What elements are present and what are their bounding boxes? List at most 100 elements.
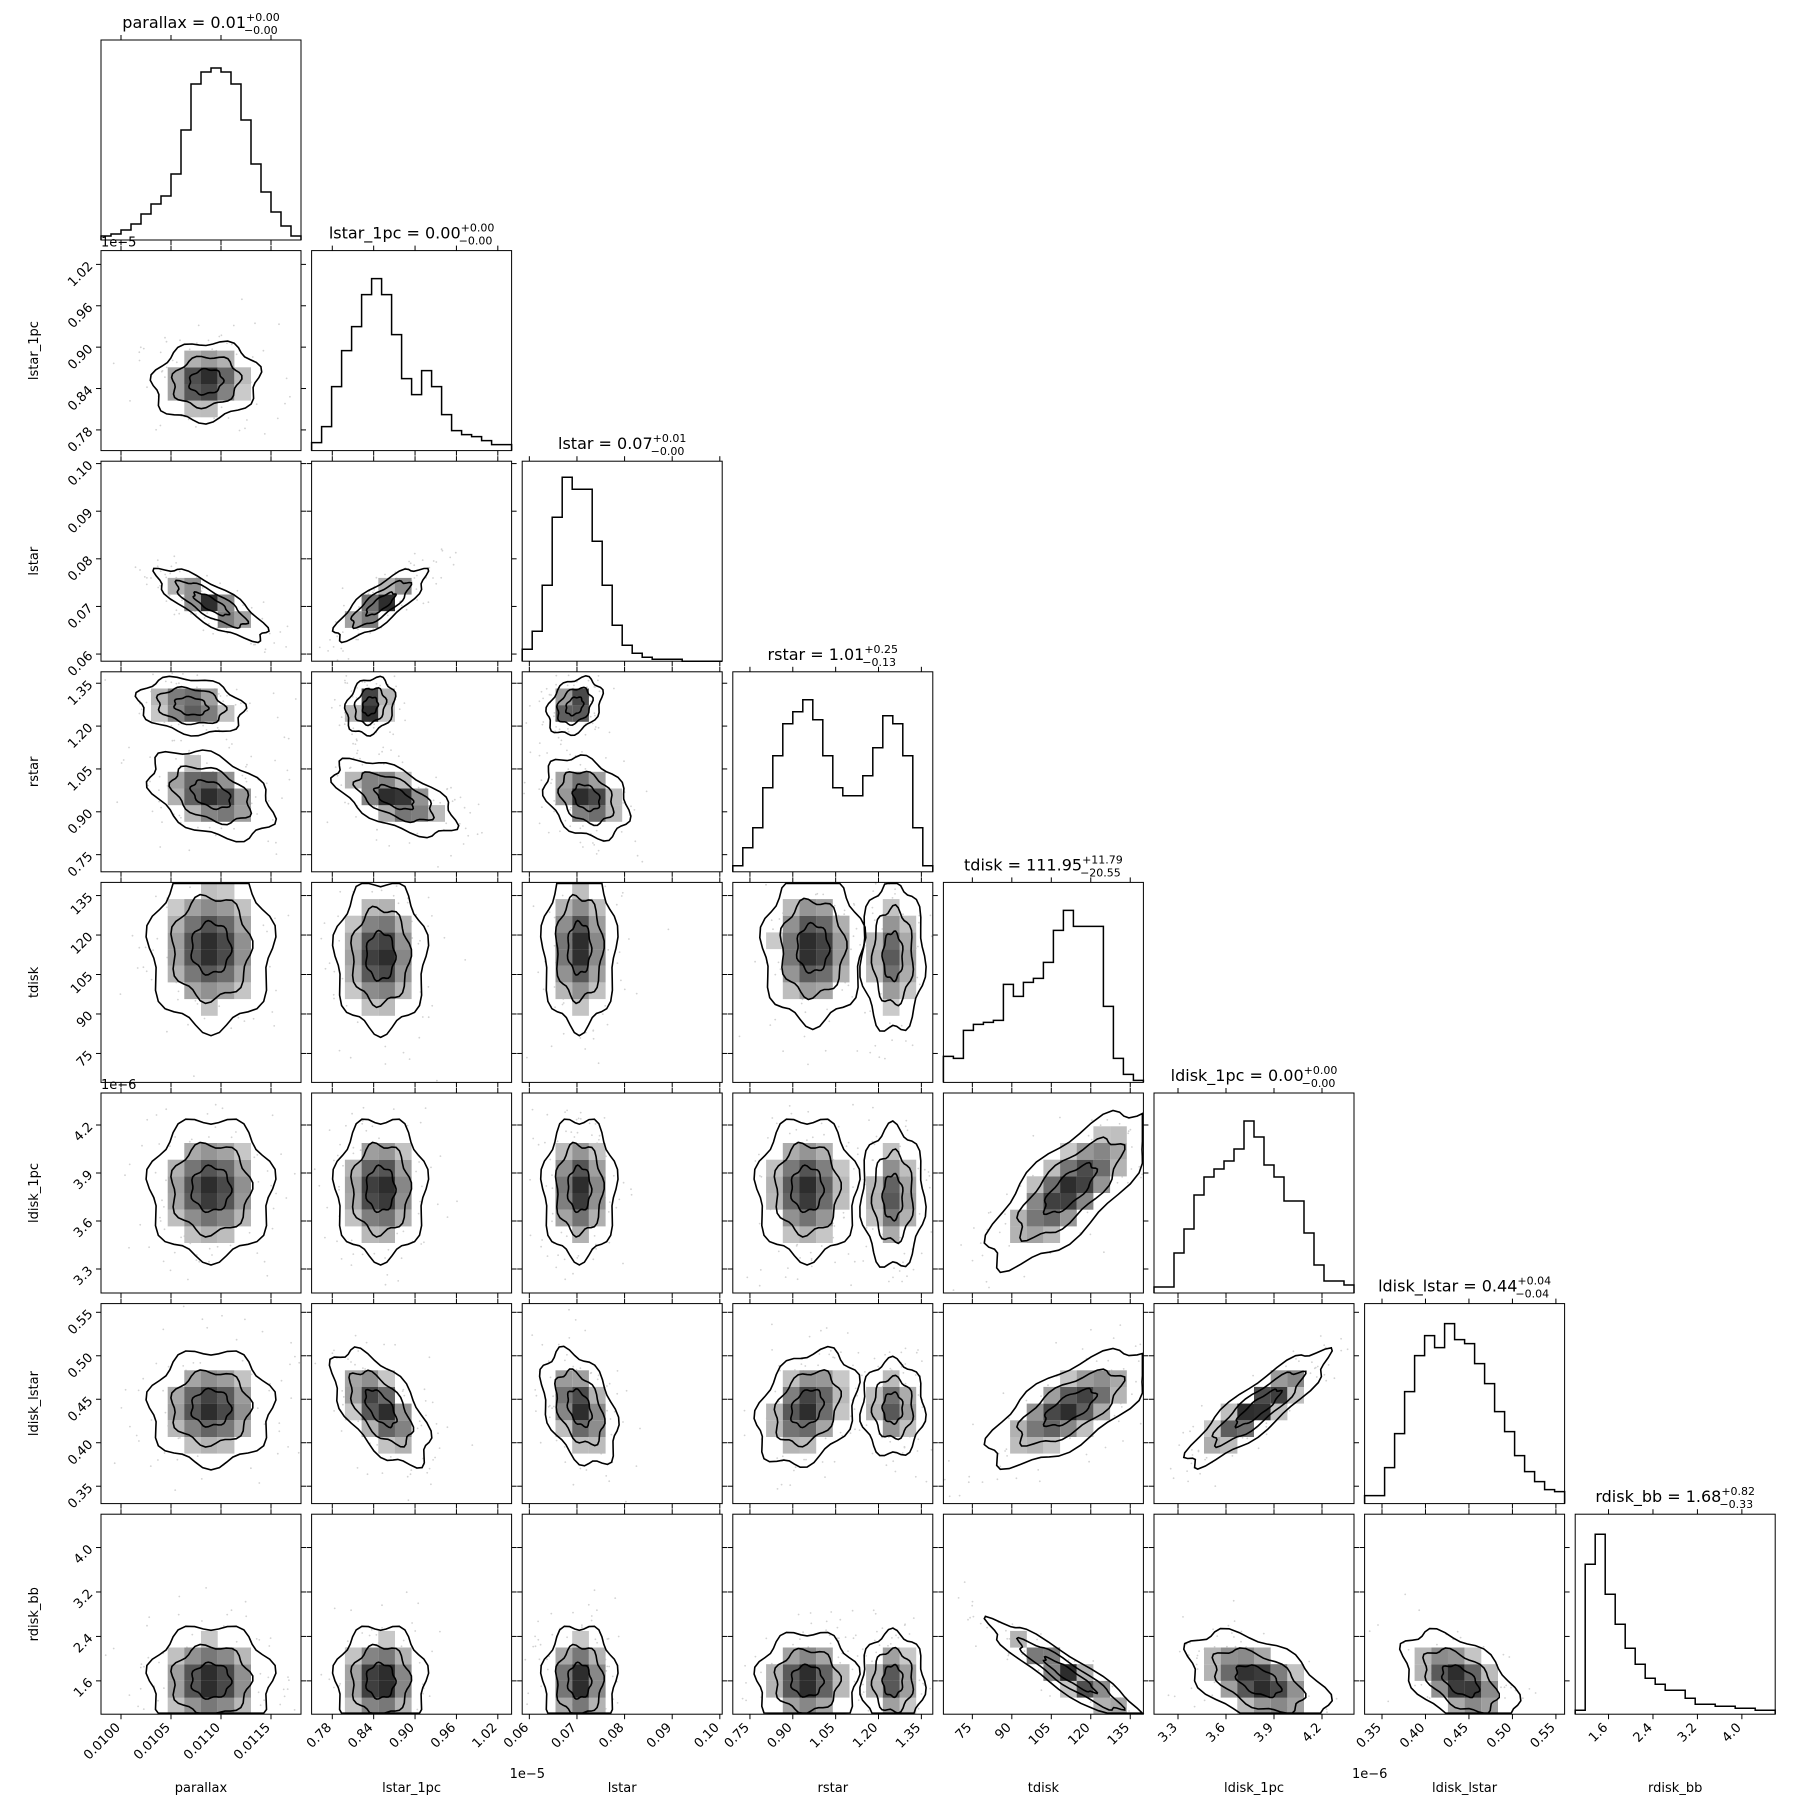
density-cell — [1110, 1126, 1127, 1143]
sample-point — [591, 1134, 593, 1136]
sample-point — [621, 891, 624, 894]
density-cell — [799, 1209, 817, 1227]
density-cell — [882, 1176, 900, 1193]
density-cell — [1414, 1664, 1432, 1681]
sample-point — [1111, 1685, 1114, 1688]
sample-point — [347, 802, 350, 805]
sample-point — [314, 1362, 317, 1365]
sample-point — [286, 769, 289, 772]
density-cell — [217, 1370, 235, 1387]
sample-point — [793, 1469, 795, 1472]
density-cell — [1110, 1143, 1127, 1160]
sample-point — [231, 743, 233, 745]
density-rstar|lstar — [541, 674, 632, 842]
density-cell — [217, 367, 235, 384]
sample-point — [269, 1637, 272, 1639]
sample-point — [597, 849, 600, 852]
sample-point — [197, 324, 200, 327]
sample-point — [449, 556, 452, 559]
sample-point — [825, 1327, 828, 1329]
sample-point — [576, 1131, 579, 1134]
sample-point — [905, 1119, 908, 1122]
sample-point — [182, 673, 184, 675]
contour-level — [566, 919, 593, 976]
sample-point — [787, 1267, 789, 1269]
panel-frame — [521, 671, 723, 873]
sample-point — [259, 1704, 262, 1707]
sample-point — [206, 612, 209, 614]
density-cell — [394, 788, 412, 806]
sample-point — [541, 806, 543, 808]
sample-point — [177, 1437, 180, 1440]
density-cell — [555, 1370, 573, 1387]
sample-point — [1340, 1337, 1342, 1340]
density-cell — [572, 1697, 589, 1715]
sample-point — [297, 1451, 300, 1454]
sample-point — [313, 1168, 316, 1171]
sample-point — [381, 1604, 383, 1607]
sample-point — [539, 1643, 542, 1646]
panel-rstar-lstar_1pc — [306, 666, 517, 877]
sample-point — [532, 1137, 535, 1140]
sample-point — [201, 587, 204, 589]
sample-point — [806, 1139, 808, 1142]
sample-point — [623, 988, 626, 991]
density-cell — [782, 965, 800, 983]
sample-point — [929, 1687, 931, 1690]
sample-point — [1257, 1447, 1260, 1450]
density-cell — [1237, 1680, 1254, 1698]
sample-point — [856, 1394, 858, 1397]
sample-point — [523, 781, 526, 784]
sample-point — [547, 1405, 550, 1408]
density-cell — [816, 1664, 833, 1681]
sample-point — [163, 1228, 166, 1231]
density-rstar|parallax — [134, 675, 278, 843]
sample-point — [244, 777, 247, 780]
contour-level — [192, 591, 231, 617]
sample-point — [569, 809, 571, 811]
title-upper-error: +0.04 — [1517, 1275, 1551, 1288]
sample-point — [280, 1379, 283, 1382]
sample-point — [1167, 1694, 1170, 1697]
sample-point — [341, 1390, 344, 1392]
density-cell — [572, 1209, 589, 1227]
sample-point — [207, 339, 210, 342]
title-main: lstar = 0.07 — [558, 434, 653, 453]
density-cell — [234, 899, 251, 916]
sample-point — [274, 917, 276, 920]
density-cell — [184, 771, 201, 789]
sample-point — [604, 885, 607, 888]
x-tick-label: 0.78 — [304, 1720, 335, 1751]
sample-point — [157, 1699, 159, 1702]
sample-point — [810, 1257, 813, 1260]
sample-point — [206, 1113, 209, 1115]
sample-point — [170, 724, 173, 727]
sample-point — [128, 746, 130, 749]
sample-point — [529, 751, 532, 754]
sample-point — [416, 1427, 419, 1430]
sample-point — [1327, 1364, 1330, 1366]
contour-level — [566, 1164, 593, 1214]
sample-point — [846, 1332, 849, 1334]
sample-point — [1522, 1697, 1524, 1700]
sample-point — [760, 1671, 762, 1674]
sample-point — [1092, 1660, 1095, 1662]
sample-point — [576, 1257, 579, 1259]
density-cell — [1220, 1403, 1238, 1421]
sample-point — [166, 906, 168, 909]
sample-point — [155, 1362, 158, 1365]
sample-point — [164, 1411, 167, 1414]
sample-point — [852, 902, 855, 905]
density-cell — [167, 788, 185, 806]
sample-point — [918, 1679, 921, 1682]
density-cell — [378, 1664, 395, 1681]
panel-ldisk_lstar-ldisk_1pc — [1149, 1298, 1359, 1509]
sample-point — [139, 569, 141, 571]
title-upper-error: +11.79 — [1082, 853, 1123, 866]
sample-point — [1407, 1648, 1410, 1651]
panel-rdisk_bb-ldisk_lstar — [1359, 1509, 1570, 1720]
sample-point — [200, 1478, 203, 1480]
x-tick-label: 1.05 — [807, 1720, 838, 1751]
histogram-rdisk_bb — [1574, 1533, 1776, 1715]
sample-point — [382, 746, 385, 749]
